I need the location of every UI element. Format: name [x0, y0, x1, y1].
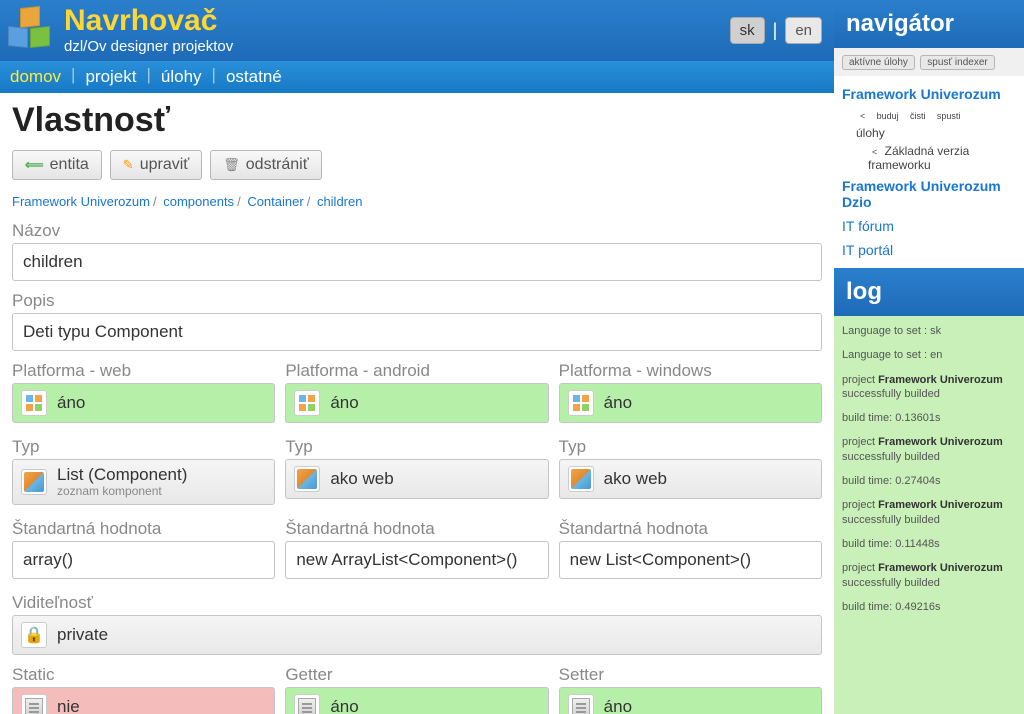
log-line: Language to set : sk: [842, 324, 1016, 338]
log-line: project Framework Univerozum successfull…: [842, 561, 1016, 590]
value-static: nie: [12, 687, 275, 714]
value-desc: Deti typu Component: [12, 313, 822, 351]
label-setter: Setter: [559, 665, 822, 685]
value-type-web: List (Component) zoznam komponent: [12, 459, 275, 505]
value-name: children: [12, 243, 822, 281]
label-type: Typ: [559, 437, 822, 457]
main-nav: domov | projekt | úlohy | ostatné: [0, 61, 834, 93]
language-switcher: sk | en: [730, 17, 822, 44]
value-default-windows: new List<Component>(): [559, 541, 822, 579]
back-button[interactable]: <: [856, 111, 869, 121]
value-default-android: new ArrayList<Component>(): [285, 541, 548, 579]
log-line: project Framework Univerozum successfull…: [842, 373, 1016, 402]
label-default: Štandartná hodnota: [559, 519, 822, 539]
delete-button[interactable]: 🗑odstrániť: [210, 150, 321, 180]
project-link[interactable]: Framework Univerozum Dzio: [842, 174, 1016, 214]
app-subtitle: dzl/Ov designer projektov: [64, 38, 233, 55]
box-icon: [21, 469, 47, 495]
sidebar: navigátor aktívne úlohy spusť indexer Fr…: [834, 0, 1024, 714]
nav-home[interactable]: domov: [6, 65, 65, 89]
label-platform-web: Platforma - web: [12, 361, 275, 381]
lang-sk-button[interactable]: sk: [730, 17, 765, 44]
breadcrumb-link[interactable]: Container: [247, 194, 303, 209]
log-line: project Framework Univerozum successfull…: [842, 435, 1016, 464]
navigator-tree: Framework Univerozum < buduj čisti spust…: [834, 76, 1024, 268]
grid-icon: [568, 390, 594, 416]
active-tasks-button[interactable]: aktívne úlohy: [842, 55, 915, 70]
clean-button[interactable]: čisti: [906, 111, 930, 121]
label-name: Názov: [12, 221, 822, 241]
log-line: project Framework Univerozum successfull…: [842, 498, 1016, 527]
label-platform-android: Platforma - android: [285, 361, 548, 381]
page-title: Vlastnosť: [12, 101, 822, 140]
value-setter: áno: [559, 687, 822, 714]
content: Vlastnosť ⟸entita ✎upraviť 🗑odstrániť Fr…: [0, 93, 834, 714]
value-platform-android: áno: [285, 383, 548, 423]
app-title: Navrhovač: [64, 6, 233, 36]
box-icon: [294, 466, 320, 492]
label-desc: Popis: [12, 291, 822, 311]
value-type-windows: ako web: [559, 459, 822, 499]
value-type-android: ako web: [285, 459, 548, 499]
breadcrumb-link[interactable]: children: [317, 194, 363, 209]
label-type: Typ: [285, 437, 548, 457]
nav-project[interactable]: projekt: [81, 65, 140, 89]
value-default-web: array(): [12, 541, 275, 579]
run-indexer-button[interactable]: spusť indexer: [920, 55, 994, 70]
log-line: build time: 0.27404s: [842, 474, 1016, 488]
log-line: Language to set : en: [842, 348, 1016, 362]
label-getter: Getter: [285, 665, 548, 685]
document-icon: [294, 694, 320, 714]
entity-button[interactable]: ⟸entita: [12, 150, 102, 180]
label-visibility: Viditeľnosť: [12, 593, 822, 613]
navigator-title: navigátor: [834, 0, 1024, 48]
lang-separator: |: [773, 20, 778, 41]
value-platform-windows: áno: [559, 383, 822, 423]
log-line: build time: 0.13601s: [842, 411, 1016, 425]
nav-tasks[interactable]: úlohy: [157, 65, 206, 89]
back-button[interactable]: <: [868, 147, 881, 157]
project-link[interactable]: Framework Univerozum: [842, 82, 1016, 106]
document-icon: [21, 694, 47, 714]
logo-icon: [6, 7, 54, 55]
task-item[interactable]: < Základná verzia frameworku: [856, 142, 1016, 174]
forum-link[interactable]: IT fórum: [842, 214, 1016, 238]
portal-link[interactable]: IT portál: [842, 238, 1016, 262]
breadcrumb-link[interactable]: components: [163, 194, 234, 209]
logo: Navrhovač dzl/Ov designer projektov: [6, 6, 730, 55]
label-default: Štandartná hodnota: [285, 519, 548, 539]
value-platform-web: áno: [12, 383, 275, 423]
lang-en-button[interactable]: en: [785, 17, 822, 44]
document-icon: [568, 694, 594, 714]
grid-icon: [21, 390, 47, 416]
toolbar: ⟸entita ✎upraviť 🗑odstrániť: [12, 150, 822, 180]
breadcrumb-link[interactable]: Framework Univerozum: [12, 194, 150, 209]
nav-other[interactable]: ostatné: [222, 65, 286, 89]
lock-icon: 🔒: [21, 622, 47, 648]
navigator-toolbar: aktívne úlohy spusť indexer: [834, 48, 1024, 76]
log-line: build time: 0.49216s: [842, 600, 1016, 614]
label-platform-windows: Platforma - windows: [559, 361, 822, 381]
label-type: Typ: [12, 437, 275, 457]
tasks-label: úlohy: [856, 124, 1016, 142]
app-header: Navrhovač dzl/Ov designer projektov sk |…: [0, 0, 834, 61]
run-button[interactable]: spusti: [933, 111, 965, 121]
log-body: Language to set : sk Language to set : e…: [834, 316, 1024, 714]
log-title: log: [834, 268, 1024, 316]
box-icon: [568, 466, 594, 492]
trash-icon: 🗑: [223, 157, 240, 173]
value-visibility: 🔒 private: [12, 615, 822, 655]
label-default: Štandartná hodnota: [12, 519, 275, 539]
breadcrumb: Framework Univerozum/ components/ Contai…: [12, 194, 822, 209]
pencil-icon: ✎: [123, 157, 134, 173]
edit-button[interactable]: ✎upraviť: [110, 150, 202, 180]
grid-icon: [294, 390, 320, 416]
arrow-left-icon: ⟸: [25, 157, 44, 173]
value-getter: áno: [285, 687, 548, 714]
build-button[interactable]: buduj: [873, 111, 903, 121]
label-static: Static: [12, 665, 275, 685]
log-line: build time: 0.11448s: [842, 537, 1016, 551]
